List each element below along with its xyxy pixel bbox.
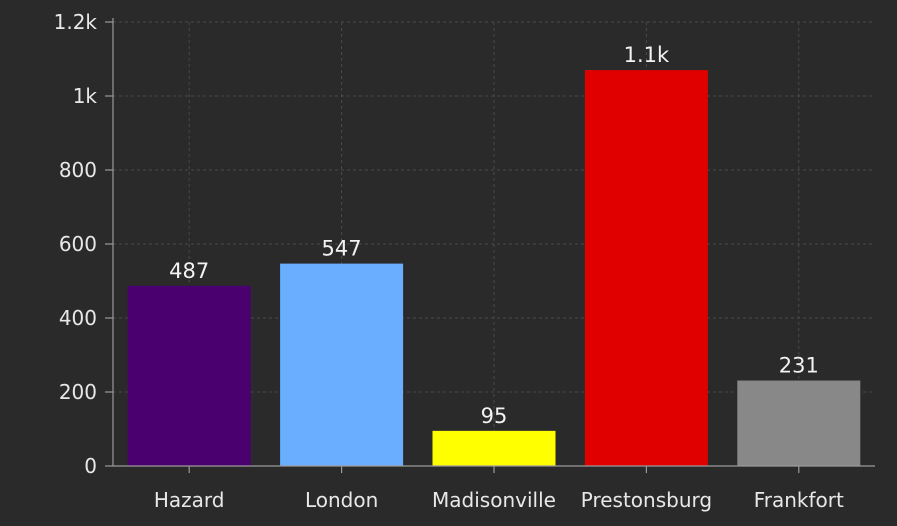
y-tick-label-4: 800	[59, 158, 97, 182]
x-tick-label-hazard: Hazard	[154, 488, 225, 512]
data-labels: 487 547 95 1.1k 231	[169, 43, 819, 428]
bar-hazard[interactable]	[127, 285, 251, 466]
data-label-london: 547	[322, 237, 362, 261]
y-tick-label-2: 400	[59, 306, 97, 330]
y-tick-label-3: 600	[59, 232, 97, 256]
bars	[127, 70, 861, 466]
axes	[105, 18, 875, 473]
data-label-madisonville: 95	[481, 404, 508, 428]
y-tick-label-5: 1k	[73, 84, 98, 108]
bar-london[interactable]	[280, 263, 404, 466]
data-label-hazard: 487	[169, 259, 209, 283]
x-tick-label-prestonsburg: Prestonsburg	[581, 488, 712, 512]
x-tick-labels: Hazard London Madisonville Prestonsburg Fran…	[154, 488, 844, 512]
x-tick-label-frankfort: Frankfort	[754, 488, 844, 512]
bar-madisonville[interactable]	[432, 430, 556, 466]
data-label-frankfort: 231	[779, 354, 819, 378]
y-tick-label-1: 200	[59, 380, 97, 404]
bar-prestonsburg[interactable]	[584, 70, 708, 466]
x-tick-label-madisonville: Madisonville	[432, 488, 556, 512]
bar-frankfort[interactable]	[737, 380, 861, 466]
x-tick-label-london: London	[305, 488, 378, 512]
data-label-prestonsburg: 1.1k	[624, 43, 670, 67]
y-tick-label-6: 1.2k	[54, 10, 98, 34]
y-tick-label-0: 0	[84, 454, 97, 478]
y-tick-labels: 0 200 400 600 800 1k 1.2k	[54, 10, 98, 478]
